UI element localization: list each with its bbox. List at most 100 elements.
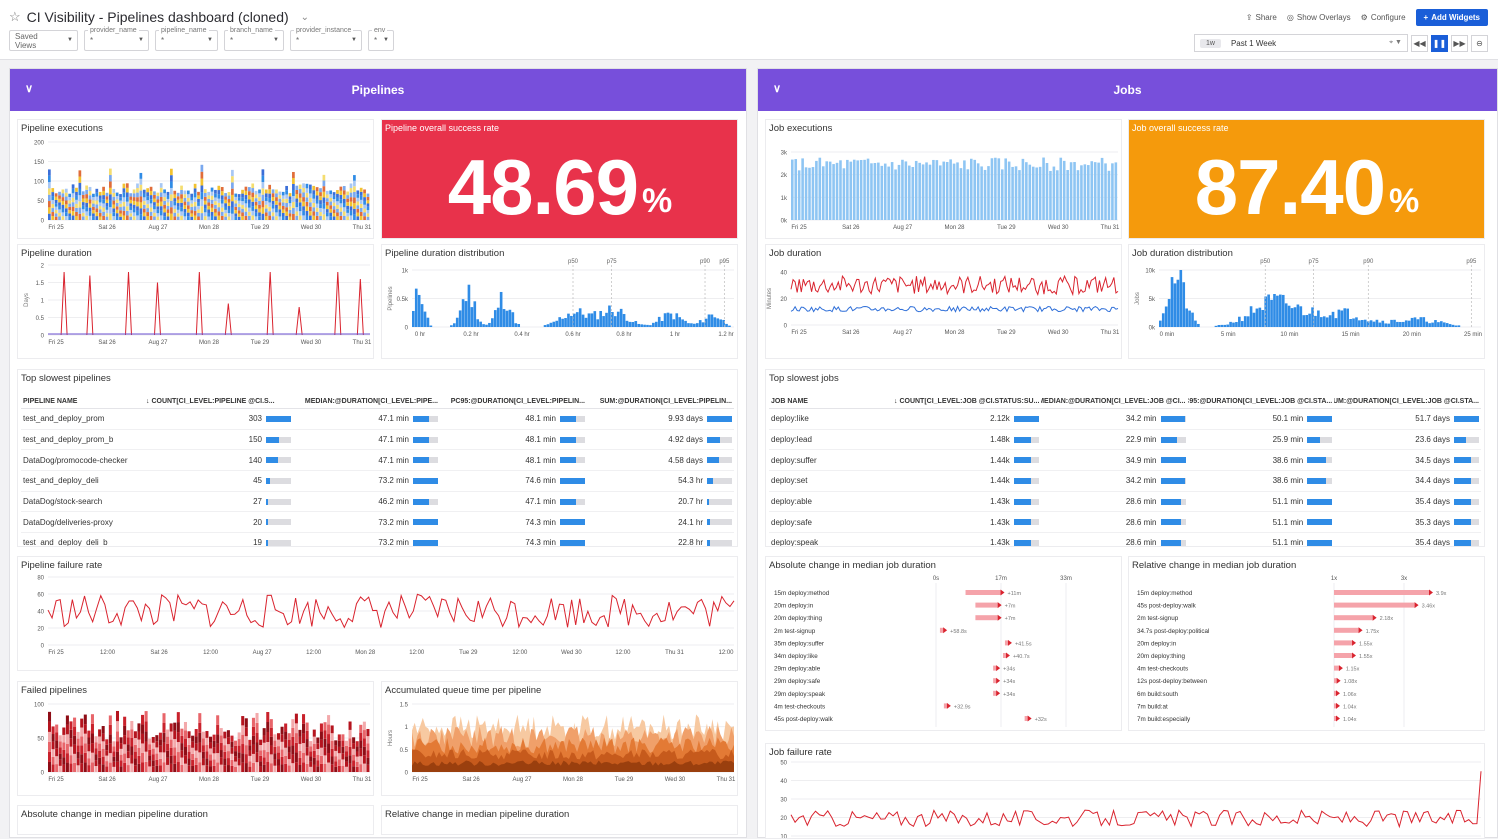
job-exec-bar [949,159,952,220]
exec-bar-segment [58,209,61,213]
exec-bar-segment [275,190,278,194]
metric-value: 1.44k [990,476,1010,485]
metric-bar-fill [266,478,270,484]
add-widgets-button[interactable]: +Add Widgets [1416,9,1488,26]
exec-bar-segment [333,210,336,213]
var-pipeline-name[interactable]: pipeline_name*▼ [155,30,218,51]
column-header-metric[interactable]: SUM:@DURATION[CI_LEVEL:JOB @CI.STA... [1334,398,1481,405]
metric-bar [707,499,732,505]
exec-bar-segment [95,212,98,216]
failed-bar-segment [227,751,230,758]
top-slowest-jobs-widget[interactable]: Top slowest jobs JOB NAME↓ COUNT[CI_LEVE… [765,369,1485,547]
job-success-rate-widget[interactable]: Job overall success rate 87.40% [1128,119,1485,239]
jobs-group-header[interactable]: ∨ Jobs [758,69,1497,111]
star-icon[interactable]: ☆ [9,9,21,25]
column-header-metric[interactable]: SUM:@DURATION[CI_LEVEL:PIPELIN... [587,398,734,405]
failed-bar-segment [188,738,191,745]
metric-bar [1307,540,1332,546]
pause-button[interactable]: ❚❚ [1431,35,1448,52]
abs-change-job-widget[interactable]: Absolute change in median job duration 0… [765,556,1122,731]
show-overlays-button[interactable]: ◎Show Overlays [1287,13,1351,22]
forward-button[interactable]: ▶▶ [1451,35,1468,52]
failed-bar-segment [352,743,355,749]
histogram-bar [684,321,687,327]
failed-bar-segment [323,739,326,747]
exec-bar-segment [367,217,370,220]
time-range-select[interactable]: 1w Past 1 Week ⌖ ▼ [1194,34,1408,52]
pipeline-success-rate-widget[interactable]: Pipeline overall success rate 48.69% [381,119,738,239]
histogram-bar [1250,306,1253,327]
rel-change-job-widget[interactable]: Relative change in median job duration 1… [1128,556,1485,731]
var-provider-instance[interactable]: provider_instance*▼ [290,30,362,51]
exec-bar-segment [326,213,329,217]
column-header-name[interactable]: JOB NAME [769,398,894,405]
var-branch-name[interactable]: branch_name*▼ [224,30,284,51]
metric-bar-fill [560,478,585,484]
column-header-metric[interactable]: MEDIAN:@DURATION[CI_LEVEL:JOB @CI... [1041,398,1188,405]
column-header-metric[interactable]: PC95:@DURATION[CI_LEVEL:PIPELIN... [440,398,587,405]
rewind-button[interactable]: ◀◀ [1411,35,1428,52]
metric-value: 34.5 days [1415,456,1450,465]
saved-views-select[interactable]: Saved Views▼ [9,30,78,51]
collapse-chevron-icon[interactable]: ∨ [25,82,33,95]
exec-bar-segment [217,203,220,207]
dashboard-title[interactable]: CI Visibility - Pipelines dashboard (clo… [27,9,289,25]
metric-bar-fill [1307,540,1332,546]
configure-button[interactable]: ⚙Configure [1361,13,1406,22]
chevron-down-icon[interactable]: ⌄ [301,12,309,23]
collapse-chevron-icon[interactable]: ∨ [773,82,781,95]
failed-bar-segment [116,711,119,721]
failed-bar-segment [259,761,262,766]
exec-bar-segment [102,203,105,207]
share-button[interactable]: ⇪Share [1246,13,1277,22]
column-header-metric[interactable]: PC95:@DURATION[CI_LEVEL:JOB @CI.STA... [1188,398,1335,405]
column-header-metric[interactable]: MEDIAN:@DURATION[CI_LEVEL:PIPE... [293,398,440,405]
column-header-name[interactable]: PIPELINE NAME [21,398,146,405]
zoom-out-icon[interactable]: ⊖ [1471,35,1488,52]
y-tick-label: 0 [405,326,409,332]
failed-bar-segment [302,762,305,772]
metric-bar-fill [266,499,268,505]
exec-bar-segment [356,202,359,206]
failed-bar-segment [84,753,87,763]
var-provider-name[interactable]: provider_name*▼ [84,30,149,51]
var-env[interactable]: env*▼ [368,30,394,51]
column-header-metric[interactable]: ↓ COUNT[CI_LEVEL:JOB @CI.STATUS:SU... [894,398,1041,405]
failed-bar-segment [245,727,248,736]
column-header-metric[interactable]: ↓ COUNT[CI_LEVEL:PIPELINE @CI.S... [146,398,293,405]
exec-bar-segment [72,189,75,193]
top-slowest-pipelines-widget[interactable]: Top slowest pipelines PIPELINE NAME↓ COU… [17,369,738,547]
histogram-bar [596,319,599,327]
metric-cell: 54.3 hr [587,476,734,485]
histogram-bar [582,315,585,327]
pipelines-group-header[interactable]: ∨ Pipelines [10,69,746,111]
histogram-bar [564,318,567,327]
exec-bar-segment [75,204,78,208]
failed-bar-segment [69,738,72,746]
failed-bar-segment [263,728,266,735]
